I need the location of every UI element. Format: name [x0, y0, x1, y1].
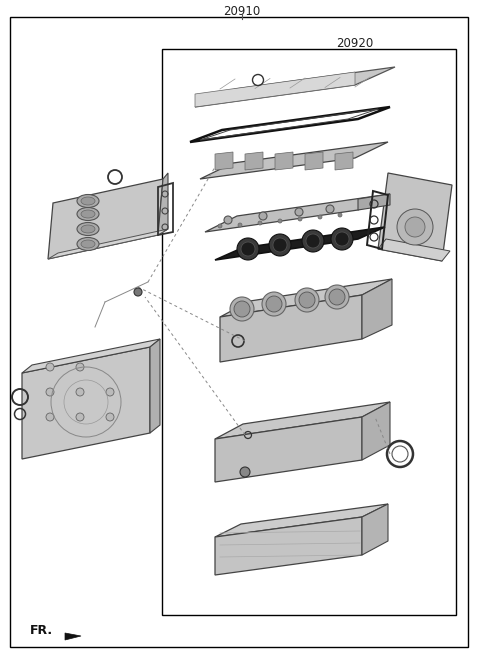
Polygon shape [150, 339, 160, 433]
Circle shape [397, 209, 433, 245]
Polygon shape [195, 72, 355, 107]
Polygon shape [362, 279, 392, 339]
Polygon shape [158, 173, 168, 235]
Circle shape [302, 230, 324, 252]
Bar [162, 49, 456, 615]
Circle shape [46, 363, 54, 371]
Ellipse shape [81, 210, 95, 218]
Ellipse shape [81, 240, 95, 248]
Circle shape [278, 219, 282, 223]
Circle shape [269, 234, 291, 256]
Ellipse shape [77, 223, 99, 235]
Circle shape [326, 205, 334, 213]
Circle shape [76, 413, 84, 421]
Circle shape [234, 301, 250, 317]
Polygon shape [358, 194, 390, 210]
Polygon shape [22, 347, 150, 459]
Circle shape [76, 363, 84, 371]
Circle shape [266, 296, 282, 312]
Circle shape [298, 217, 302, 221]
Circle shape [259, 212, 267, 220]
Circle shape [262, 292, 286, 316]
Circle shape [325, 285, 349, 309]
Circle shape [224, 216, 232, 224]
Circle shape [218, 224, 222, 228]
Circle shape [299, 292, 315, 308]
Circle shape [134, 288, 142, 296]
Text: FR.: FR. [30, 624, 53, 637]
Polygon shape [200, 142, 388, 179]
Polygon shape [245, 152, 263, 170]
Ellipse shape [77, 237, 99, 250]
Circle shape [240, 467, 250, 477]
Circle shape [338, 213, 342, 217]
Text: 20920: 20920 [336, 37, 373, 50]
Circle shape [46, 413, 54, 421]
Polygon shape [378, 239, 450, 261]
Polygon shape [48, 179, 163, 259]
Polygon shape [305, 152, 323, 170]
Circle shape [335, 232, 349, 246]
Circle shape [106, 388, 114, 396]
Circle shape [273, 238, 287, 252]
Circle shape [230, 297, 254, 321]
Circle shape [405, 217, 425, 237]
Circle shape [329, 289, 345, 305]
Polygon shape [335, 152, 353, 170]
Ellipse shape [81, 225, 95, 233]
Polygon shape [362, 402, 390, 460]
Polygon shape [215, 417, 362, 482]
Polygon shape [362, 504, 388, 555]
Circle shape [238, 223, 242, 227]
Circle shape [237, 238, 259, 260]
Polygon shape [220, 279, 392, 317]
Circle shape [76, 388, 84, 396]
Polygon shape [22, 339, 160, 373]
Polygon shape [65, 633, 81, 640]
Polygon shape [205, 194, 390, 232]
Circle shape [306, 234, 320, 248]
Polygon shape [215, 517, 362, 575]
Polygon shape [215, 504, 388, 537]
Ellipse shape [77, 208, 99, 221]
Polygon shape [215, 152, 233, 170]
Ellipse shape [81, 197, 95, 205]
Polygon shape [220, 295, 362, 362]
Polygon shape [275, 152, 293, 170]
Text: 20910: 20910 [223, 5, 261, 18]
Circle shape [46, 388, 54, 396]
Circle shape [295, 208, 303, 216]
Circle shape [331, 228, 353, 250]
Polygon shape [215, 227, 385, 260]
Polygon shape [378, 173, 452, 261]
Polygon shape [195, 67, 395, 107]
Circle shape [106, 413, 114, 421]
Ellipse shape [77, 194, 99, 208]
Polygon shape [215, 402, 390, 439]
Polygon shape [48, 229, 168, 259]
Circle shape [241, 242, 255, 256]
Circle shape [258, 221, 262, 225]
Circle shape [318, 215, 322, 219]
Circle shape [295, 288, 319, 312]
